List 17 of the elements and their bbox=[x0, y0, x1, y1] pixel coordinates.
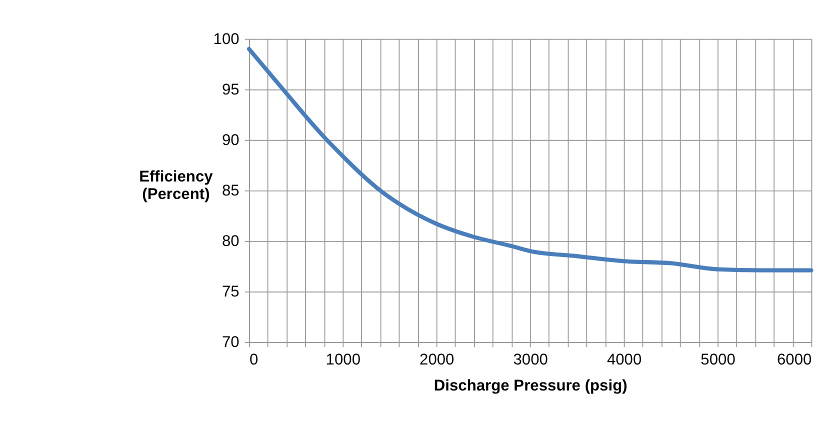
x-axis-title: Discharge Pressure (psig) bbox=[434, 377, 628, 394]
x-tick-label: 0 bbox=[249, 352, 258, 369]
y-tick-label: 90 bbox=[222, 132, 240, 149]
line-series bbox=[246, 46, 814, 272]
y-tick-label: 70 bbox=[222, 334, 240, 352]
x-tick-label: 2000 bbox=[420, 352, 455, 369]
y-tick-label: 75 bbox=[222, 284, 240, 301]
x-tick-label: 3000 bbox=[513, 352, 548, 369]
y-tick-label: 100 bbox=[213, 30, 240, 48]
x-tick-label: 6000 bbox=[777, 352, 812, 369]
x-tick-label: 5000 bbox=[700, 352, 736, 369]
y-tick-label: 80 bbox=[222, 233, 240, 250]
y-axis-title: Efficiency (Percent) bbox=[139, 168, 214, 204]
x-tick-label: 1000 bbox=[326, 352, 361, 369]
y-tick-label: 85 bbox=[222, 182, 240, 200]
x-tick-label: 4000 bbox=[606, 352, 642, 369]
y-tick-label: 95 bbox=[222, 81, 240, 98]
